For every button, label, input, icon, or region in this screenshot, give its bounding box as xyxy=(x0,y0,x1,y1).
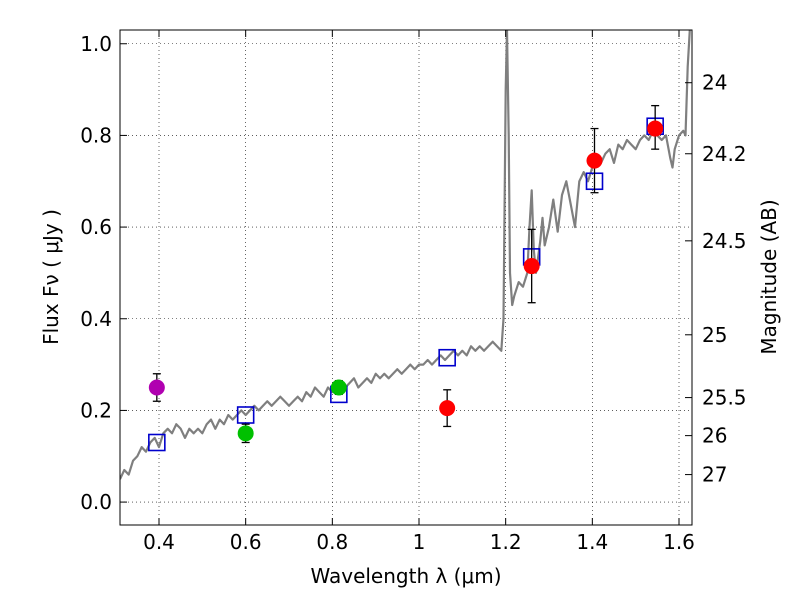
x-tick-label: 1.6 xyxy=(663,530,695,554)
right-tick-label: 24.2 xyxy=(702,142,747,166)
data-point-observed-red xyxy=(586,152,603,169)
y-axis: 0.0 0.2 0.4 0.6 0.8 1.0 xyxy=(80,32,127,514)
right-tick-label: 25 xyxy=(702,323,727,347)
x-tick-label: 0.4 xyxy=(143,530,175,554)
y-axis-label: Flux Fν ( μJy ) xyxy=(39,209,63,345)
data-point-observed-green xyxy=(237,425,254,442)
x-tick-label: 0.6 xyxy=(230,530,262,554)
y-tick-label: 0.8 xyxy=(80,123,112,147)
y-tick-label: 0.0 xyxy=(80,490,112,514)
grid xyxy=(120,30,692,525)
right-tick-label: 24 xyxy=(702,71,727,95)
model-square-marker xyxy=(148,433,166,452)
x-tick-label: 1 xyxy=(413,530,426,554)
x-tick-label: 1.2 xyxy=(490,530,522,554)
right-axis: 24 24.2 24.5 25 25.5 26 27 xyxy=(685,71,747,487)
data-point-observed-red xyxy=(647,120,664,137)
data-point-observed-purple xyxy=(148,379,165,396)
right-tick-label: 27 xyxy=(702,463,727,487)
y-tick-label: 0.2 xyxy=(80,398,112,422)
data-point-observed-red xyxy=(439,400,456,417)
y-tick-label: 0.4 xyxy=(80,307,112,331)
right-tick-label: 25.5 xyxy=(702,386,747,410)
x-axis: 0.4 0.6 0.8 1 1.2 1.4 1.6 xyxy=(143,30,695,554)
data-point-observed-green xyxy=(330,379,347,396)
y-tick-label: 0.6 xyxy=(80,215,112,239)
x-tick-label: 1.4 xyxy=(576,530,608,554)
data-point-observed-red xyxy=(523,258,540,275)
model-square-marker xyxy=(438,348,456,367)
plot-area xyxy=(120,30,691,480)
model-square-marker xyxy=(236,406,255,424)
right-tick-label: 24.5 xyxy=(702,229,747,253)
axes-frame xyxy=(119,29,693,526)
x-axis-label: Wavelength λ (μm) xyxy=(310,564,501,588)
right-axis-label: Magnitude (AB) xyxy=(757,199,781,354)
right-tick-label: 26 xyxy=(702,424,727,448)
y-tick-label: 1.0 xyxy=(80,32,112,56)
x-tick-label: 0.8 xyxy=(316,530,348,554)
